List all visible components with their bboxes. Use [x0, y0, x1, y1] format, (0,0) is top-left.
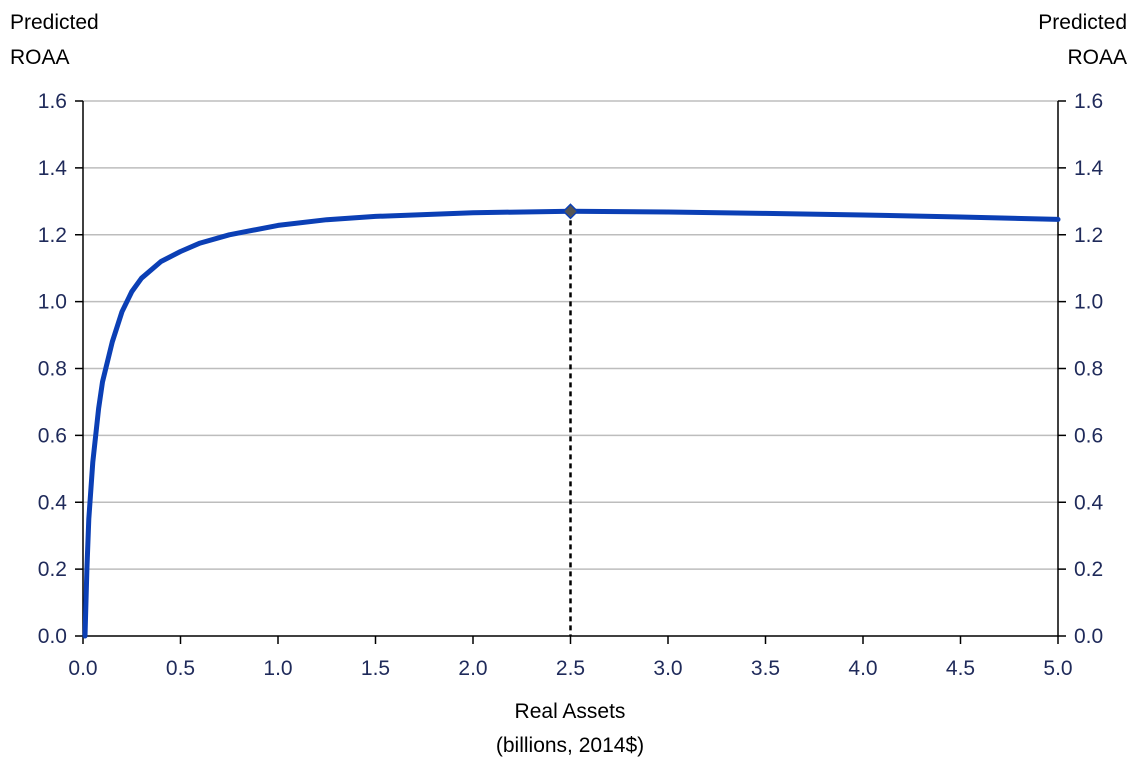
y-tick-label-right-3: 0.6	[1074, 424, 1103, 447]
y-tick-label-left-5: 1.0	[38, 291, 67, 314]
x-axis-title-line2: (billions, 2014$)	[496, 734, 644, 757]
x-tick-label-4: 2.0	[458, 657, 487, 680]
x-tick-label-8: 4.0	[848, 657, 877, 680]
y-tick-label-right-0: 0.0	[1074, 625, 1103, 648]
y-tick-label-right-6: 1.2	[1074, 224, 1103, 247]
gridlines	[83, 100, 1058, 570]
y-axis-left-title-line1: Predicted	[10, 11, 99, 34]
x-tick-label-0: 0.0	[68, 657, 97, 680]
y-tick-label-right-2: 0.4	[1074, 491, 1104, 514]
axis-labels: Predicted ROAA Predicted ROAA Real Asset…	[10, 11, 1127, 757]
y-axis-left-title-line2: ROAA	[10, 46, 70, 69]
y-tick-label-left-8: 1.6	[38, 90, 67, 113]
y-tick-label-right-7: 1.4	[1074, 157, 1104, 180]
y-tick-label-left-6: 1.2	[38, 224, 67, 247]
y-axis-right-title-line2: ROAA	[1067, 46, 1127, 69]
y-tick-label-left-3: 0.6	[38, 424, 67, 447]
series-line-0	[82, 208, 1061, 639]
axes: 0.0 0.00.2 0.20.4 0.40.6 0.60.8 0.81.0 1.01.2 1…	[38, 90, 1104, 680]
y-tick-label-left-0: 0.0	[38, 625, 67, 648]
y-tick-label-left-4: 0.8	[38, 358, 67, 381]
x-tick-label-3: 1.5	[361, 657, 390, 680]
y-tick-label-right-5: 1.0	[1074, 291, 1103, 314]
x-axis-title-line1: Real Assets	[515, 700, 626, 723]
y-tick-label-left-2: 0.4	[38, 491, 68, 514]
x-tick-label-9: 4.5	[946, 657, 975, 680]
x-tick-label-10: 5.0	[1043, 657, 1072, 680]
max-point-diamond-marker	[562, 203, 579, 220]
x-tick-label-5: 2.5	[556, 657, 585, 680]
x-tick-label-7: 3.5	[751, 657, 780, 680]
y-tick-label-right-8: 1.6	[1074, 90, 1103, 113]
y-tick-label-right-1: 0.2	[1074, 558, 1103, 581]
y-axis-right-title-line1: Predicted	[1038, 11, 1127, 34]
y-tick-label-left-7: 1.4	[38, 157, 68, 180]
x-tick-label-1: 0.5	[166, 657, 195, 680]
x-tick-label-6: 3.0	[653, 657, 682, 680]
y-tick-label-right-4: 0.8	[1074, 358, 1103, 381]
series-layer	[82, 203, 1061, 639]
x-tick-label-2: 1.0	[263, 657, 292, 680]
y-tick-label-left-1: 0.2	[38, 558, 67, 581]
